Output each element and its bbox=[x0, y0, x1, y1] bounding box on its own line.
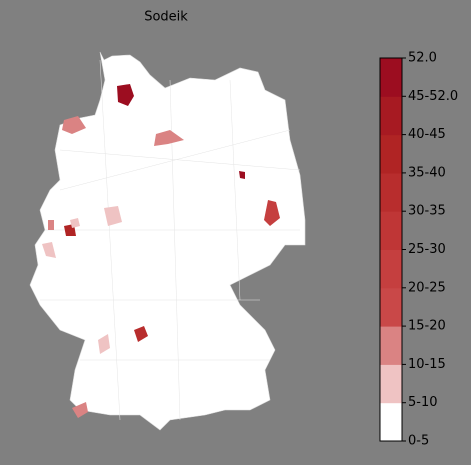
colorbar-label: 40-45 bbox=[408, 127, 446, 142]
colorbar-label: 30-35 bbox=[408, 204, 446, 219]
colorbar-label: 25-30 bbox=[408, 242, 446, 257]
colorbar-segment bbox=[380, 287, 402, 327]
germany-map bbox=[29, 51, 306, 431]
district bbox=[72, 402, 88, 418]
district bbox=[98, 334, 110, 354]
colorbar-segment bbox=[380, 364, 402, 404]
country-outline bbox=[29, 51, 306, 431]
colorbar-segment bbox=[380, 172, 402, 212]
colorbar-label: 52.0 bbox=[408, 51, 437, 66]
colorbar-label: 10-15 bbox=[408, 357, 446, 372]
region-borders bbox=[40, 59, 301, 421]
colorbar-segment bbox=[380, 96, 402, 136]
district bbox=[239, 171, 245, 179]
colorbar-label: 5-10 bbox=[408, 395, 438, 410]
colorbar-segment bbox=[380, 402, 402, 442]
colorbar-label: 45-52.0 bbox=[408, 89, 458, 104]
map-title: Sodeik bbox=[144, 10, 188, 25]
district bbox=[104, 206, 122, 226]
colorbar-label: 0-5 bbox=[408, 434, 429, 449]
district bbox=[48, 220, 54, 230]
colorbar-segment bbox=[380, 211, 402, 250]
colorbar-segment bbox=[380, 134, 402, 174]
colorbar-label: 35-40 bbox=[408, 165, 446, 180]
district bbox=[62, 116, 86, 134]
district bbox=[134, 326, 148, 342]
colorbar-segment bbox=[380, 249, 402, 289]
colorbar-segment bbox=[380, 58, 402, 97]
district bbox=[42, 242, 56, 258]
colorbar: 0-5 5-10 10-15 15-20 20-25 25-30 30-35 35-40 40-… bbox=[379, 51, 458, 449]
highlighted-districts bbox=[42, 84, 280, 418]
colorbar-segment bbox=[380, 326, 402, 365]
district bbox=[154, 130, 184, 146]
district bbox=[264, 200, 280, 226]
district bbox=[70, 218, 80, 228]
colorbar-label: 20-25 bbox=[408, 280, 446, 295]
district bbox=[117, 84, 134, 106]
colorbar-label: 15-20 bbox=[408, 319, 446, 334]
